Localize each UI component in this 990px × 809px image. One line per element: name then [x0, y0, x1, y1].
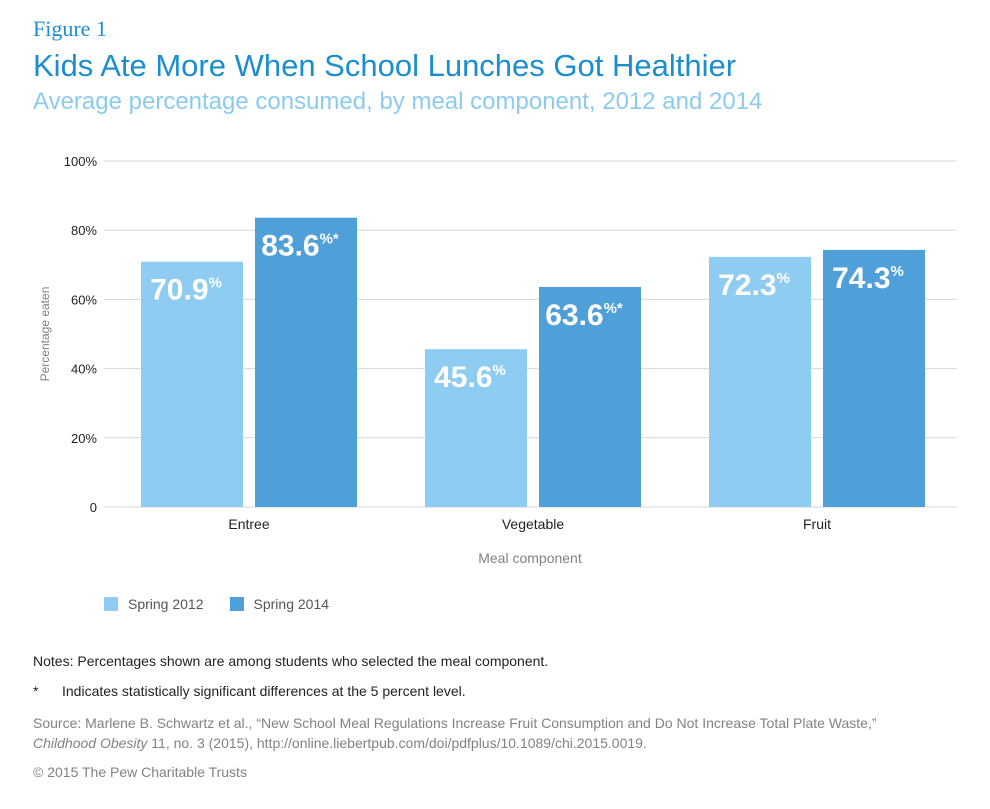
bar-fruit-2012 [709, 256, 811, 507]
data-label: 63.6%* [545, 299, 623, 332]
bar-chart: 0 20% 40% 60% 80% 100% Percentage eaten 70.9% 83… [38, 154, 957, 566]
x-tick-label: Vegetable [502, 516, 564, 532]
source-journal: Childhood Obesity [33, 735, 148, 751]
x-tick-label: Fruit [803, 516, 831, 532]
data-label: 72.3% [718, 269, 790, 302]
data-label-suffix: %* [604, 300, 623, 317]
data-label-value: 72.3 [718, 269, 776, 302]
data-label: 74.3% [832, 262, 904, 295]
chart-subtitle: Average percentage consumed, by meal com… [33, 88, 763, 115]
significance-footnote: * Indicates statistically significant dif… [33, 683, 466, 699]
data-label-suffix: % [493, 362, 506, 379]
data-label: 83.6%* [261, 230, 339, 263]
legend-label-spring-2014: Spring 2014 [253, 596, 330, 612]
data-label-value: 74.3 [832, 262, 890, 295]
y-tick-label: 80% [71, 223, 97, 238]
source-prefix: Source: Marlene B. Schwartz et al., “New… [33, 715, 877, 731]
data-label-value: 63.6 [545, 299, 603, 332]
copyright: © 2015 The Pew Charitable Trusts [33, 764, 247, 780]
data-label-suffix: %* [320, 231, 339, 248]
figure-label: Figure 1 [33, 16, 107, 41]
y-tick-label: 0 [90, 500, 97, 515]
data-label-suffix: % [777, 270, 790, 287]
data-label-value: 83.6 [261, 230, 319, 263]
legend-item-spring-2012: Spring 2012 [104, 596, 204, 612]
data-label-value: 70.9 [150, 274, 208, 307]
asterisk-text: Indicates statistically significant diff… [62, 683, 466, 699]
source-citation: Source: Marlene B. Schwartz et al., “New… [33, 713, 963, 753]
bar-fruit-2014 [823, 249, 925, 507]
data-label-value: 45.6 [434, 361, 492, 394]
y-tick-label: 60% [71, 292, 97, 307]
legend-swatch-spring-2014 [229, 597, 244, 611]
source-suffix: 11, no. 3 (2015), http://online.liebertp… [147, 735, 647, 751]
legend-label-spring-2012: Spring 2012 [128, 596, 204, 612]
bar-entree-2014 [255, 217, 357, 507]
x-tick-label: Entree [228, 516, 269, 532]
data-label: 45.6% [434, 361, 506, 394]
data-label-suffix: % [891, 263, 904, 280]
bar-vegetable-2014 [539, 286, 641, 507]
y-tick-label: 40% [71, 362, 97, 377]
data-label: 70.9% [150, 274, 222, 307]
y-tick-label: 20% [71, 431, 97, 446]
x-axis-label: Meal component [478, 550, 582, 566]
chart-note: Notes: Percentages shown are among stude… [33, 653, 549, 669]
chart-legend: Spring 2012 Spring 2014 [104, 596, 355, 612]
legend-item-spring-2014: Spring 2014 [229, 596, 330, 612]
chart-title: Kids Ate More When School Lunches Got He… [33, 48, 737, 83]
legend-swatch-spring-2012 [104, 597, 118, 611]
bar-vegetable-2012 [425, 349, 527, 507]
y-axis-label: Percentage eaten [38, 287, 52, 382]
data-label-suffix: % [209, 275, 222, 292]
y-tick-label: 100% [64, 154, 98, 169]
asterisk-mark: * [33, 683, 39, 699]
bar-entree-2012 [141, 261, 243, 507]
